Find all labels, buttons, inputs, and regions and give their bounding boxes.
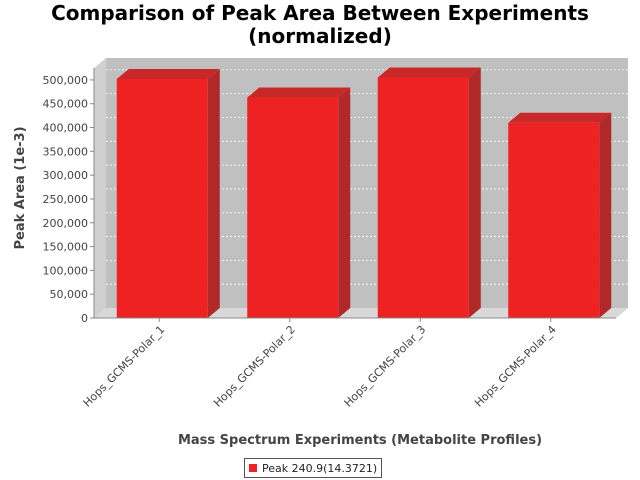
legend-entry: Peak 240.9(14.3721) (262, 461, 378, 475)
bar-top (247, 87, 351, 98)
bar-side (599, 112, 612, 318)
bar-front (377, 77, 469, 319)
y-tick-label: 200,000 (43, 217, 89, 230)
bar-front (508, 122, 600, 318)
y-tick-label: 350,000 (43, 145, 89, 158)
x-axis: Hops_GCMS-Polar_1 Hops_GCMS-Polar_2 Hops_G… (81, 317, 616, 410)
bar-front (247, 97, 339, 319)
y-tick-label: 150,000 (43, 241, 89, 254)
plot-side-wall (94, 58, 106, 318)
plot-background (94, 58, 628, 318)
bar-side (468, 67, 481, 319)
bar-2 (247, 87, 351, 319)
y-tick-label: 100,000 (43, 264, 89, 277)
bar-top (508, 112, 612, 123)
y-tick-label: 50,000 (50, 288, 89, 301)
bar-top (377, 67, 481, 78)
bar-1 (116, 68, 220, 318)
bar-4 (508, 112, 612, 318)
x-axis-label: Mass Spectrum Experiments (Metabolite Pr… (178, 433, 542, 448)
y-tick-label: 0 (81, 312, 88, 325)
gridlines (106, 69, 628, 285)
chart-title: Comparison of Peak Area Between Experime… (0, 2, 640, 48)
bar-3 (377, 67, 481, 319)
chart-title-line-2: (normalized) (248, 24, 392, 48)
y-tick-label: 300,000 (43, 169, 89, 182)
x-tick-label: Hops_GCMS-Polar_2 (211, 323, 298, 410)
plot-floor (94, 308, 628, 318)
x-tick-label: Hops_GCMS-Polar_3 (342, 323, 429, 410)
legend: Peak 240.9(14.3721) (244, 458, 383, 478)
y-axis: 0 50,000 100,000 150,000 200,000 250,000 300,0… (43, 68, 95, 325)
bars (116, 67, 612, 319)
bar-side (207, 68, 220, 318)
y-tick-label: 500,000 (43, 74, 89, 87)
legend-swatch (249, 464, 257, 472)
y-axis-label: Peak Area (1e-3) (13, 126, 28, 249)
x-tick-label: Hops_GCMS-Polar_1 (81, 323, 168, 410)
y-tick-label: 450,000 (43, 98, 89, 111)
bar-top (116, 68, 220, 79)
bar-side (338, 87, 351, 319)
plot-back-wall (94, 58, 628, 318)
x-tick-label: Hops_GCMS-Polar_4 (472, 323, 559, 410)
bar-front (116, 78, 208, 318)
chart-title-line-1: Comparison of Peak Area Between Experime… (51, 1, 589, 25)
y-tick-label: 400,000 (43, 122, 89, 135)
y-tick-label: 250,000 (43, 193, 89, 206)
